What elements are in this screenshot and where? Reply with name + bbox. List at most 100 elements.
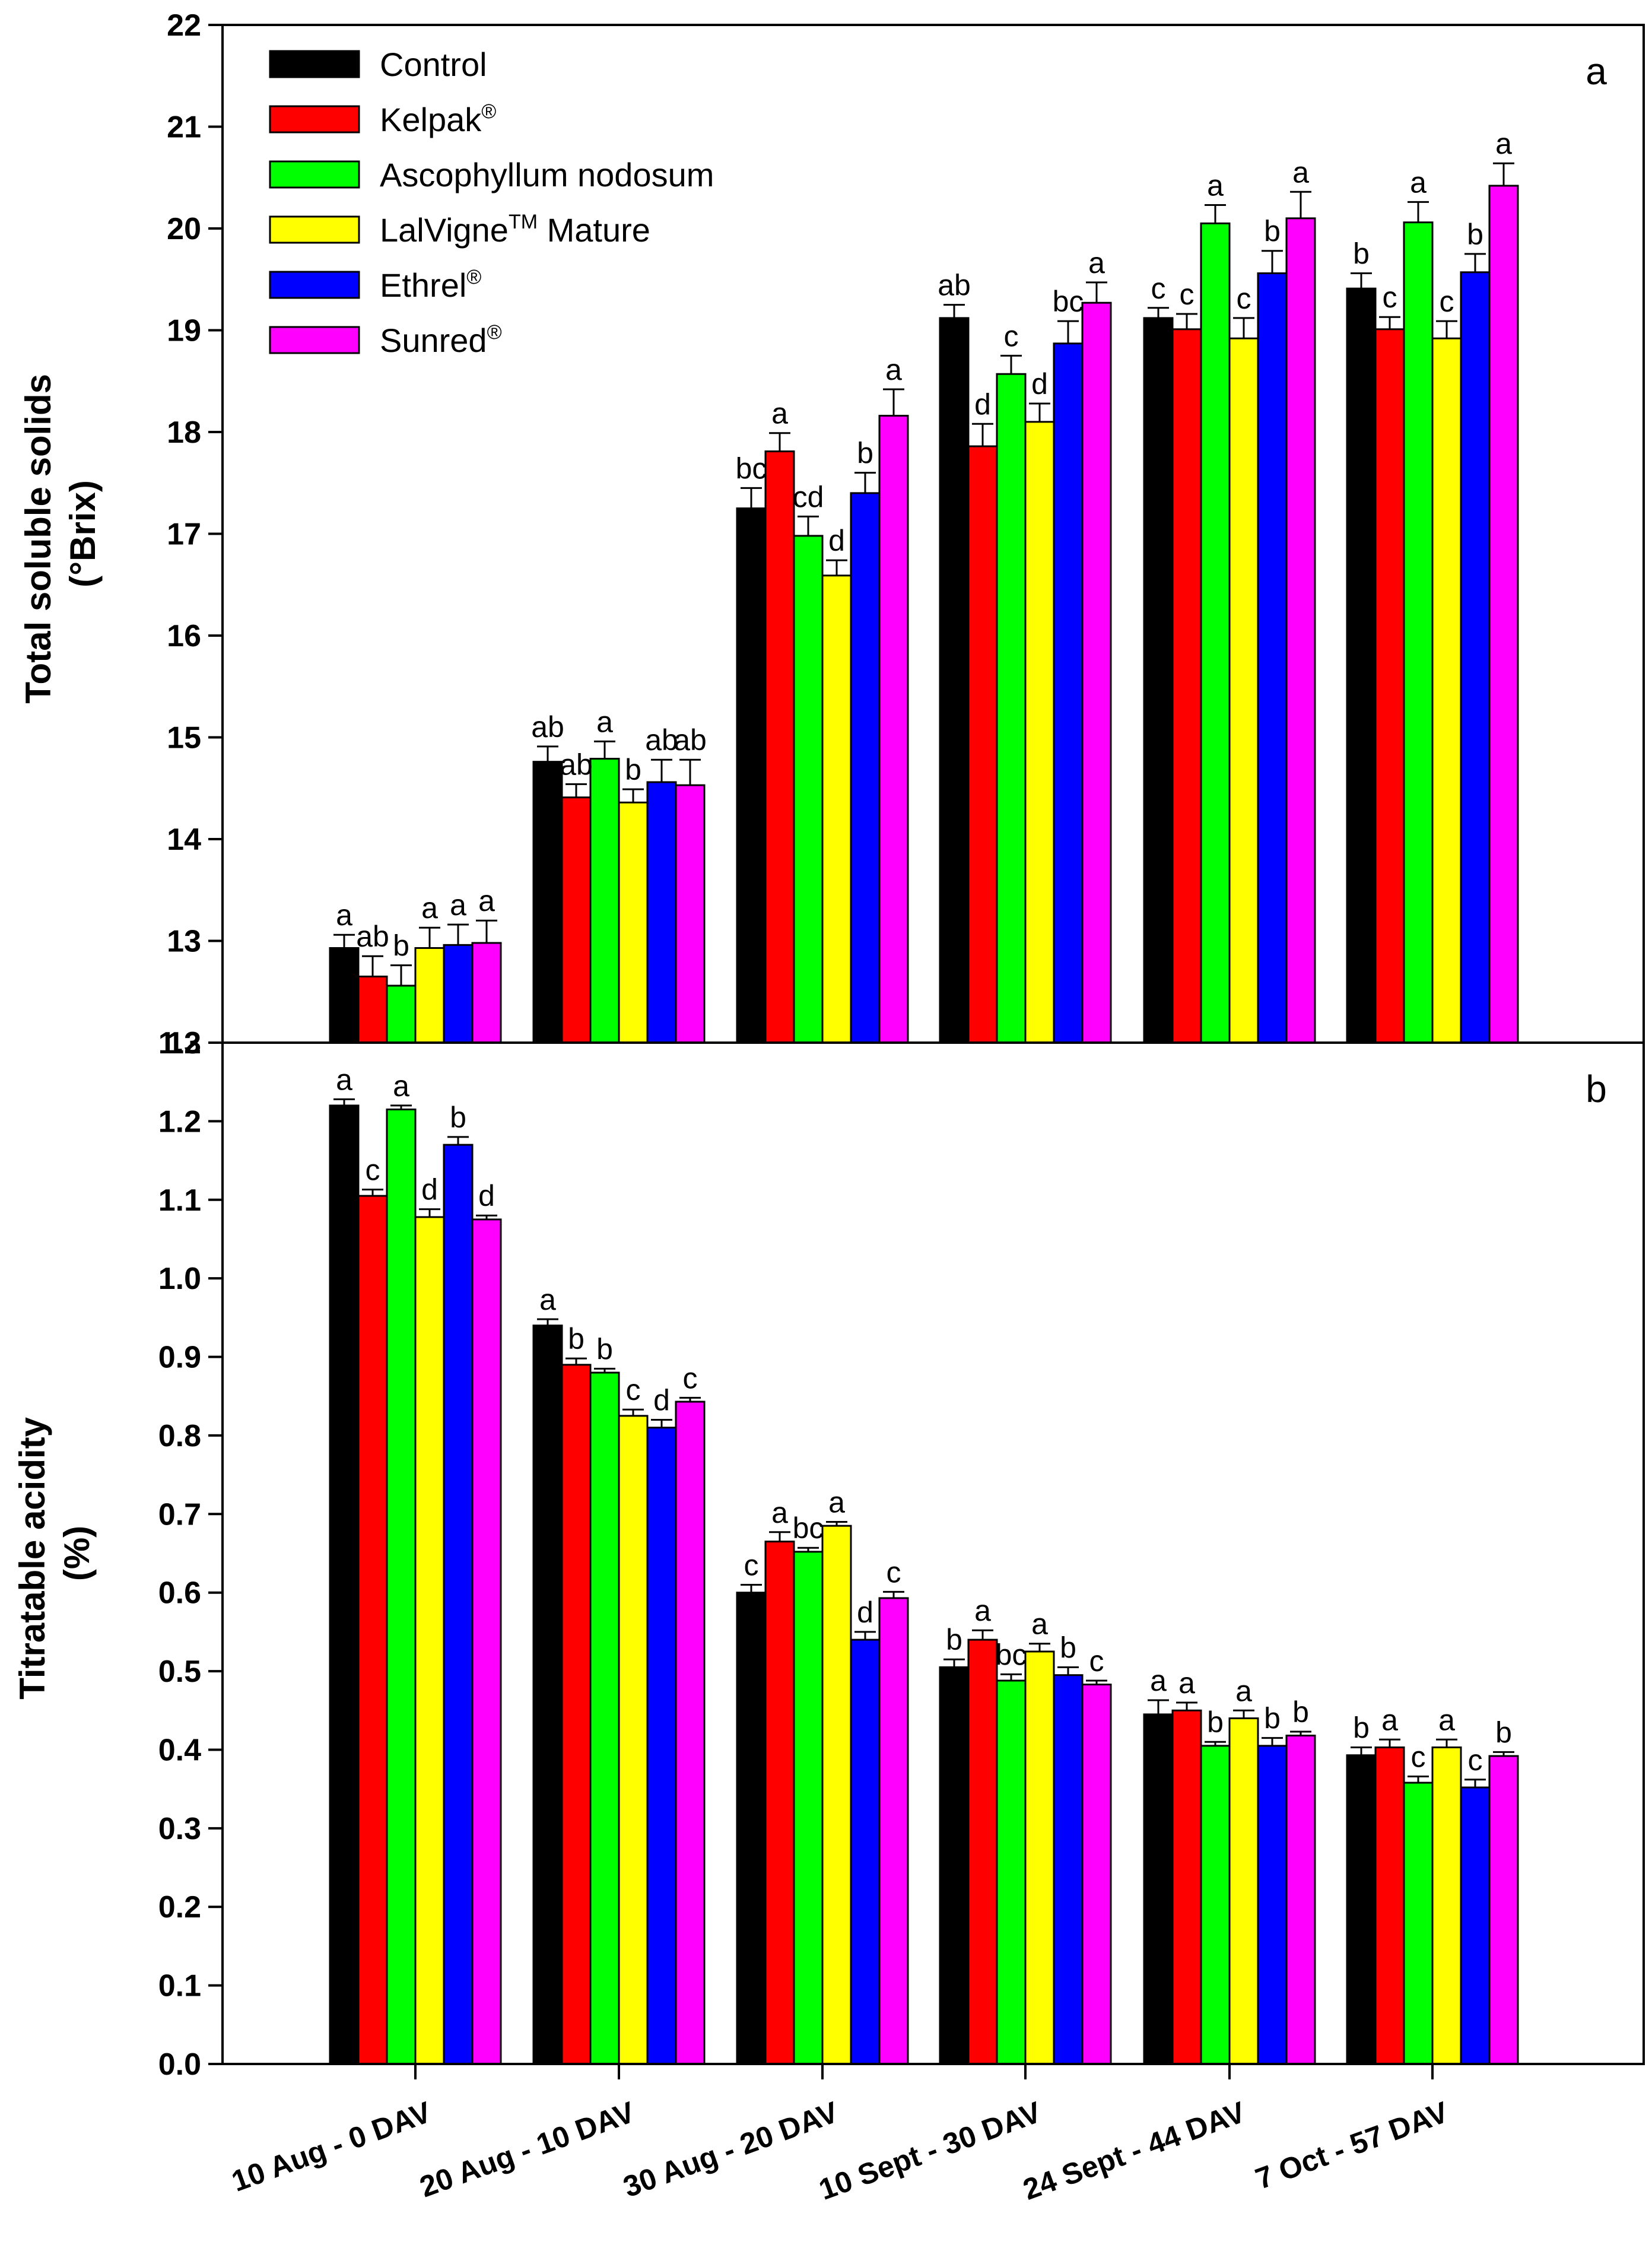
b-errorbar-kelpak-5 — [1379, 1738, 1400, 1748]
b-errorbar-lalvigne-mature-2 — [826, 1521, 847, 1526]
b-sig-letter-ethrel-4: b — [1264, 1702, 1281, 1735]
a-ytick-10: 22 — [167, 8, 223, 43]
a-sig-letter-lalvigne-mature-0: a — [421, 891, 438, 925]
b-sig-letter-kelpak-0: c — [366, 1154, 380, 1187]
b-ytick-6: 0.6 — [158, 1576, 223, 1611]
b-sig-letter-control-1: a — [539, 1283, 556, 1316]
a-ytick-1: 13 — [167, 925, 223, 959]
a-sig-letter-kelpak-4: c — [1180, 278, 1194, 311]
a-bar-control-3 — [939, 317, 970, 1044]
a-errorbar-kelpak-3 — [972, 423, 993, 447]
b-bar-ascophyllum-nodosum-0 — [386, 1109, 417, 2065]
a-sig-letter-ascophyllum-nodosum-5: a — [1410, 166, 1427, 199]
b-ytick-label-10: 1.0 — [158, 1262, 201, 1296]
b-sig-letter-ethrel-3: b — [1060, 1631, 1076, 1664]
a-ytick-3: 15 — [167, 721, 223, 755]
a-ytick-6: 18 — [167, 415, 223, 450]
b-sig-letter-lalvigne-mature-4: a — [1235, 1674, 1252, 1707]
a-errorbar-kelpak-4 — [1176, 313, 1197, 329]
b-errorbar-ethrel-3 — [1057, 1666, 1079, 1675]
a-errorbar-sunred-4 — [1290, 190, 1311, 218]
b-bar-lalvigne-mature-5 — [1431, 1746, 1462, 2065]
b-sig-letter-ascophyllum-nodosum-4: b — [1207, 1706, 1224, 1739]
legend-swatch-lalvigne-mature — [269, 215, 360, 244]
b-bar-kelpak-0 — [357, 1195, 388, 2065]
b-ytick-2: 0.2 — [158, 1890, 223, 1925]
a-errorbar-ascophyllum-nodosum-0 — [390, 964, 412, 986]
b-ytick-13: 1.3 — [158, 1026, 223, 1060]
a-errorbar-sunred-5 — [1493, 162, 1514, 186]
b-ytick-0: 0.0 — [158, 2047, 223, 2082]
a-errorbar-kelpak-5 — [1379, 316, 1400, 329]
b-ytick-12: 1.2 — [158, 1104, 223, 1139]
b-sig-letter-control-3: b — [946, 1623, 962, 1656]
b-errorbar-sunred-4 — [1290, 1730, 1311, 1736]
panel-b-y-axis-title-line2: (%) — [57, 1526, 97, 1581]
b-errorbar-control-4 — [1148, 1699, 1169, 1714]
b-bar-kelpak-3 — [967, 1638, 998, 2065]
b-ytick-label-3: 0.3 — [158, 1812, 201, 1846]
b-errorbar-ascophyllum-nodosum-1 — [594, 1367, 615, 1373]
legend-item-lalvigne-mature: LalVigneTM Mature — [269, 211, 650, 249]
panel-b-y-axis-title: Titratable acidity (%) — [12, 1407, 97, 1699]
a-errorbar-lalvigne-mature-1 — [622, 788, 644, 803]
b-bar-sunred-4 — [1285, 1735, 1316, 2065]
b-bar-sunred-1 — [675, 1401, 706, 2065]
b-errorbar-ascophyllum-nodosum-2 — [798, 1547, 819, 1552]
a-errorbar-control-3 — [943, 304, 965, 318]
legend-swatch-ethrel — [269, 271, 360, 299]
x-label-5: 7 Oct - 57 DAV — [1251, 2095, 1453, 2195]
a-errorbar-ascophyllum-nodosum-1 — [594, 740, 615, 759]
legend-swatch-control — [269, 50, 360, 78]
b-sig-letter-ascophyllum-nodosum-3: bc — [996, 1638, 1027, 1671]
a-bar-sunred-1 — [675, 784, 706, 1044]
legend-swatch-ascophyllum-nodosum — [269, 160, 360, 189]
a-ytick-label-2: 14 — [167, 823, 201, 857]
a-bar-ascophyllum-nodosum-3 — [996, 373, 1027, 1044]
b-bar-sunred-5 — [1488, 1755, 1519, 2065]
a-bar-control-4 — [1143, 317, 1174, 1044]
b-ytick-3: 0.3 — [158, 1812, 223, 1846]
a-sig-letter-control-3: ab — [938, 269, 971, 302]
b-errorbar-kelpak-2 — [769, 1531, 790, 1542]
a-sig-letter-ethrel-5: b — [1467, 218, 1483, 251]
b-sig-letter-lalvigne-mature-1: c — [626, 1373, 641, 1406]
b-ytick-label-13: 1.3 — [158, 1026, 201, 1060]
a-sig-letter-ethrel-1: ab — [645, 723, 678, 757]
panel-b-bars — [329, 1104, 1519, 2065]
x-label-2: 30 Aug - 20 DAV — [619, 2095, 843, 2203]
a-sig-letter-control-0: a — [336, 898, 352, 932]
b-errorbar-lalvigne-mature-0 — [419, 1208, 440, 1217]
b-sig-letter-kelpak-2: a — [771, 1496, 788, 1529]
b-ytick-11: 1.1 — [158, 1183, 223, 1218]
b-ytick-9: 0.9 — [158, 1341, 223, 1375]
b-bar-ethrel-1 — [646, 1427, 677, 2065]
a-ytick-label-3: 15 — [167, 721, 201, 755]
b-errorbar-ethrel-4 — [1262, 1737, 1283, 1746]
panel-a-y-axis-title-line1: Total soluble solids — [18, 374, 58, 704]
a-ytick-label-5: 17 — [167, 517, 201, 552]
b-errorbar-sunred-3 — [1086, 1679, 1107, 1685]
legend: Control Kelpak® Ascophyllum nodosum LalVign… — [269, 46, 714, 359]
a-sig-letter-ascophyllum-nodosum-2: cd — [793, 480, 824, 513]
a-errorbar-ethrel-0 — [447, 923, 469, 945]
a-errorbar-kelpak-2 — [769, 432, 790, 452]
b-bar-sunred-3 — [1081, 1684, 1112, 2065]
a-ytick-5: 17 — [167, 517, 223, 552]
panel-b-letter: b — [1586, 1068, 1607, 1110]
b-errorbar-ascophyllum-nodosum-5 — [1408, 1775, 1429, 1783]
b-bar-kelpak-1 — [561, 1364, 592, 2065]
a-bar-lalvigne-mature-4 — [1228, 337, 1259, 1044]
panel-a-y-axis-title: Total soluble solids (°Brix) — [18, 364, 103, 703]
panel-b-x-ticks — [414, 2064, 1434, 2079]
b-ytick-4: 0.4 — [158, 1733, 223, 1767]
a-bar-ascophyllum-nodosum-0 — [386, 985, 417, 1044]
a-bar-control-0 — [329, 947, 360, 1044]
a-bar-kelpak-1 — [561, 796, 592, 1044]
a-ytick-7: 19 — [167, 314, 223, 348]
a-sig-letter-ascophyllum-nodosum-3: c — [1004, 319, 1019, 353]
b-sig-letter-sunred-2: c — [887, 1555, 901, 1589]
